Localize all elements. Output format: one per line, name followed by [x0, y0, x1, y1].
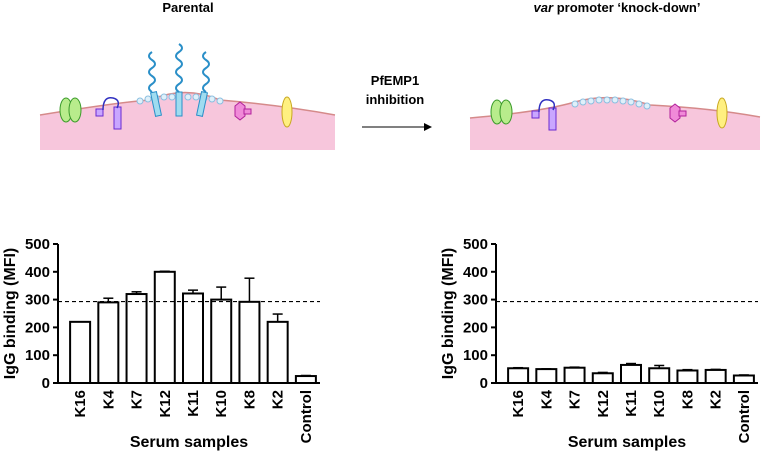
bar: [97, 301, 120, 385]
bar: [153, 270, 176, 384]
x-tick-label: K12: [595, 390, 612, 418]
bar: [294, 375, 317, 384]
x-tick-label: K2: [708, 390, 725, 409]
bar: [507, 367, 530, 384]
bar: [704, 368, 727, 384]
y-tick-label: 200: [463, 319, 488, 336]
arrow: [362, 123, 432, 131]
knockdown-cell: [469, 96, 761, 150]
bar: [620, 363, 642, 384]
left-title: Parental: [162, 0, 213, 15]
x-axis-label: Serum samples: [130, 434, 248, 451]
x-tick-label: K2: [270, 390, 287, 409]
bar: [535, 368, 558, 385]
right-title-rest: promoter ‘knock-down’: [557, 0, 701, 15]
y-tick-label: 0: [480, 375, 488, 392]
y-tick-label: 300: [463, 292, 488, 309]
x-tick-label: K11: [185, 390, 202, 417]
x-tick-label: K16: [72, 390, 89, 418]
x-tick-label: K16: [510, 390, 527, 418]
x-tick-label: K4: [100, 389, 117, 409]
right-title: var promoter ‘knock-down’: [534, 0, 701, 15]
bar: [238, 300, 261, 385]
x-tick-label: K7: [129, 390, 146, 409]
arrow-label-1: PfEMP1: [371, 73, 419, 88]
x-tick-label: K8: [679, 390, 696, 409]
x-tick-label: K11: [623, 390, 640, 417]
bar: [591, 372, 614, 384]
bar: [182, 292, 204, 385]
bar: [69, 320, 92, 384]
bar: [210, 298, 233, 385]
bar: [732, 374, 755, 384]
y-tick-label: 400: [25, 264, 50, 281]
x-tick-label: K10: [651, 390, 668, 418]
x-tick-label: K7: [567, 390, 584, 409]
bar: [648, 367, 671, 384]
y-tick-label: 400: [463, 264, 488, 281]
y-axis-label: IgG binding (MFI): [2, 248, 19, 380]
bar: [563, 366, 586, 384]
y-tick-label: 300: [25, 292, 50, 309]
x-axis-label: Serum samples: [568, 434, 686, 451]
x-tick-label: K12: [157, 390, 174, 418]
y-tick-label: 500: [25, 236, 50, 253]
bar: [676, 369, 699, 384]
y-tick-label: 500: [463, 236, 488, 253]
arrow-label-2: inhibition: [366, 92, 425, 107]
right-title-italic: var: [534, 0, 554, 15]
y-tick-label: 100: [463, 347, 488, 364]
y-tick-label: 0: [42, 375, 50, 392]
bar: [125, 293, 148, 385]
y-tick-label: 100: [25, 347, 50, 364]
x-tick-label: K8: [241, 390, 258, 409]
y-tick-label: 200: [25, 319, 50, 336]
parental-cell: [39, 43, 336, 150]
y-axis-label: IgG binding (MFI): [440, 248, 457, 380]
x-tick-label: Control: [736, 390, 753, 443]
x-tick-label: K4: [538, 389, 555, 409]
bar: [266, 320, 289, 384]
x-tick-label: Control: [298, 390, 315, 443]
x-tick-label: K10: [213, 390, 230, 418]
